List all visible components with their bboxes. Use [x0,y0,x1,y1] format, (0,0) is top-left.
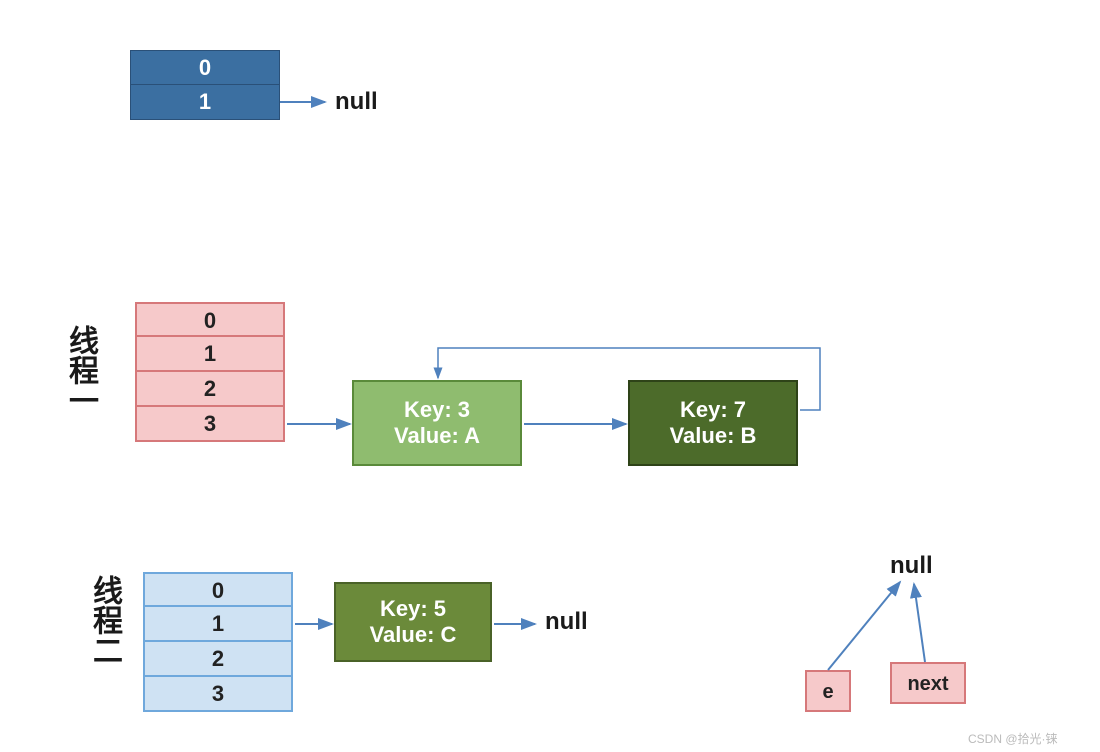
table-lightblue: 0 1 2 3 [143,572,293,712]
table-row: 0 [130,50,280,85]
arrow-next-to-null [914,584,925,662]
node-key7: Key: 7 Value: B [628,380,798,466]
table-small-blue: 0 1 [130,50,280,120]
table-row: 3 [143,677,293,712]
node-key3: Key: 3 Value: A [352,380,522,466]
null-label: null [890,552,933,580]
table-row: 1 [130,85,280,120]
table-pink: 0 1 2 3 [135,302,285,442]
arrow-e-to-null [828,582,900,670]
table-row: 1 [143,607,293,642]
thread2-label: 线程二 [82,575,126,665]
node-val-line: Value: A [394,423,480,449]
e-box: e [805,670,851,712]
table-row: 2 [143,642,293,677]
next-box: next [890,662,966,704]
node-val-line: Value: B [670,423,757,449]
node-key5: Key: 5 Value: C [334,582,492,662]
table-row: 3 [135,407,285,442]
node-key-line: Key: 7 [680,397,746,423]
null-label: null [335,88,378,116]
table-row: 2 [135,372,285,407]
thread1-label: 线程一 [58,325,102,415]
table-row: 0 [143,572,293,607]
node-key-line: Key: 3 [404,397,470,423]
node-val-line: Value: C [370,622,457,648]
node-key-line: Key: 5 [380,596,446,622]
null-label: null [545,608,588,636]
table-row: 1 [135,337,285,372]
watermark: CSDN @拾光·铼 [968,730,1058,747]
table-row: 0 [135,302,285,337]
